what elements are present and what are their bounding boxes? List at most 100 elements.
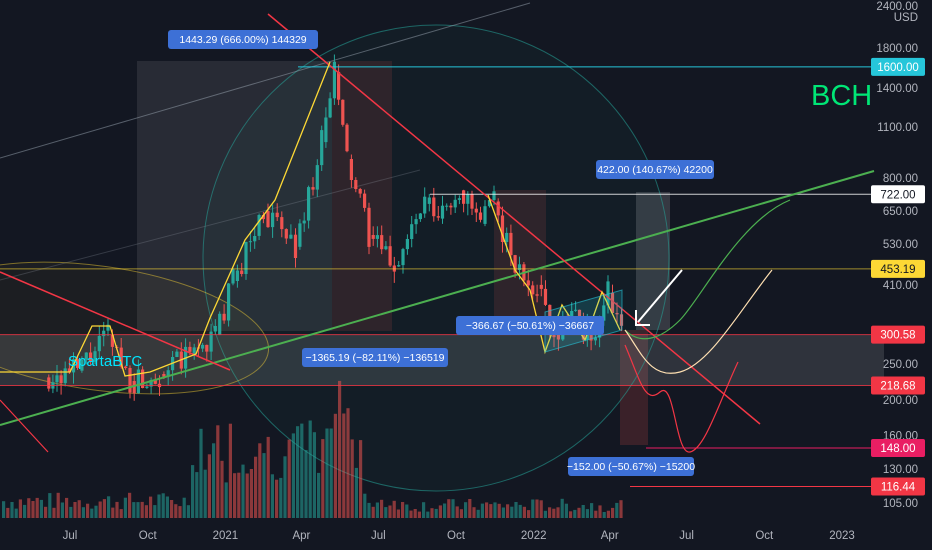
volume-bar [573,509,577,518]
volume-bar [2,501,6,518]
volume-bar [564,503,568,518]
volume-bar [237,472,241,518]
candle-body [349,159,353,180]
candle-body [97,336,101,352]
y-tick-label: 105.00 [883,498,918,510]
candle-body [478,212,483,220]
candle-body [271,212,275,228]
candle-body [539,284,543,289]
y-tick-label: 410.00 [883,280,918,292]
measurement-box [302,348,448,367]
price-tag-box[interactable] [871,325,925,344]
volume-bar [455,506,459,518]
volume-bar [531,499,535,518]
volume-bar [107,496,111,518]
price-tag-box[interactable] [871,259,925,278]
candle-body [261,215,265,220]
candle-body [513,255,517,273]
volume-bar [619,500,623,518]
candle-body [610,292,615,313]
volume-bar [132,502,136,518]
price-tag-label: 148.00 [880,443,915,455]
candle-body [209,331,213,352]
candle-body [449,205,453,208]
volume-bar [438,505,442,518]
measurement-box [596,160,714,179]
candle-body [284,229,288,239]
candle-body [500,215,505,242]
volume-bar [258,443,262,518]
candle-body [311,187,315,190]
volume-bar [60,502,64,518]
candle-body [418,213,422,220]
volume-bar [44,506,48,518]
measure-zone-rise [137,61,332,331]
volume-bar [115,501,119,518]
candle-body [401,249,405,266]
candle-body [293,234,298,258]
projection-green-path [624,199,791,340]
volume-bar [10,502,14,518]
price-tag-box[interactable] [871,477,925,496]
price-tag-box[interactable] [871,376,925,395]
candle-body [315,165,319,190]
volume-bar [447,499,451,518]
candle-body [307,187,311,221]
price-tag-box[interactable] [871,439,925,458]
candle-body [298,223,302,247]
volume-bar [396,509,400,518]
measurement-text: −366.67 (−50.61%) −36667 [466,320,594,332]
volume-bar [493,502,497,518]
candle-body [509,232,513,256]
candle-body [517,264,522,270]
candle-body [384,246,388,250]
candle-body [388,246,392,266]
volume-bar [346,408,350,518]
candle-body [128,368,132,393]
candle-body [397,265,401,267]
candle-body [162,374,166,377]
currency-label: USD [894,12,918,24]
volume-bar [548,507,552,518]
x-tick-label: Oct [755,530,774,542]
candle-body [149,380,153,387]
volume-bar [140,501,144,518]
projection-light-path [624,269,773,374]
volume-bar [522,506,526,518]
price-tag-box[interactable] [871,185,925,204]
candle-body [76,359,80,368]
volume-bar [338,380,342,518]
candle-body [410,224,414,239]
candle-body [354,180,358,189]
price-tag-label: 453.19 [880,264,915,276]
volume-bar [590,503,594,518]
candle-body [275,212,279,218]
price-tag-box[interactable] [871,57,925,76]
volume-bar [266,436,270,518]
volume-bar [308,420,312,518]
y-tick-label: 1100.00 [877,122,918,134]
x-tick-label: Jul [63,530,78,542]
volume-bar [174,504,178,518]
price-tag-label: 116.44 [881,481,916,493]
measurement-text: −1365.19 (−82.11%) −136519 [305,352,444,364]
volume-bar [413,509,417,518]
candle-body [470,194,474,209]
volume-bar [65,497,69,518]
volume-bar [77,500,81,518]
price-tag-label: 218.68 [880,381,915,393]
volume-bar [178,506,182,518]
volume-bar [56,492,60,518]
candle-body [531,285,535,295]
candle-body [266,211,270,228]
candle-body [102,330,106,337]
candle-body [380,235,384,250]
volume-bar [359,440,363,518]
x-tick-label: Oct [447,530,466,542]
candle-body [253,236,257,242]
volume-bar [296,426,300,518]
candle-body [257,215,261,236]
candle-body [240,270,244,274]
candle-body [505,232,509,242]
